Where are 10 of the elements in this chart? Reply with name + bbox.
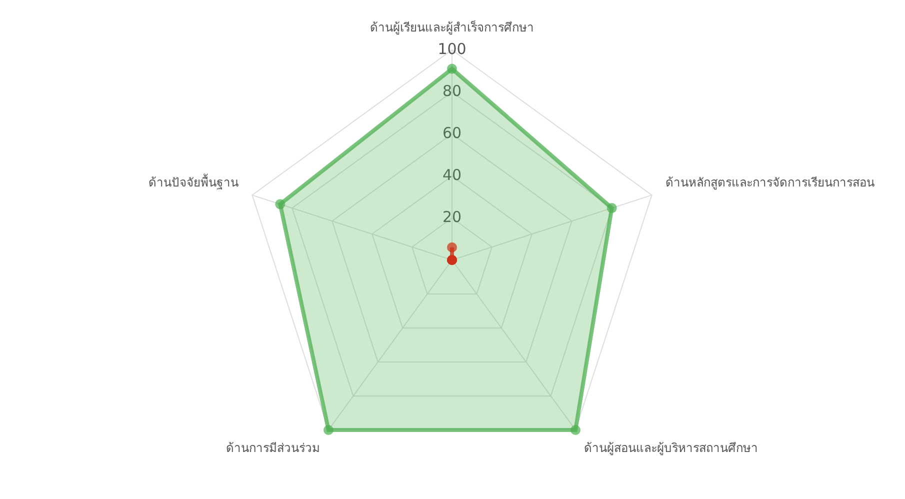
spoke-label: ด้านผู้สอนและผู้บริหารสถานศึกษา <box>584 441 758 456</box>
y-tick-label: 60 <box>442 124 462 142</box>
spoke-label: ด้านการมีส่วนร่วม <box>226 441 320 456</box>
spoke-label: ด้านหลักสูตรและการจัดการเรียนการสอน <box>666 176 875 191</box>
y-tick-label: 80 <box>442 82 462 100</box>
y-tick-label: 100 <box>438 40 466 58</box>
spoke-label: ด้านปัจจัยพื้นฐาน <box>148 174 238 190</box>
spoke-label: ด้านผู้เรียนและผู้สำเร็จการศึกษา <box>370 19 534 36</box>
y-tick-label: 40 <box>442 166 462 184</box>
y-tick-label: 20 <box>442 208 462 226</box>
